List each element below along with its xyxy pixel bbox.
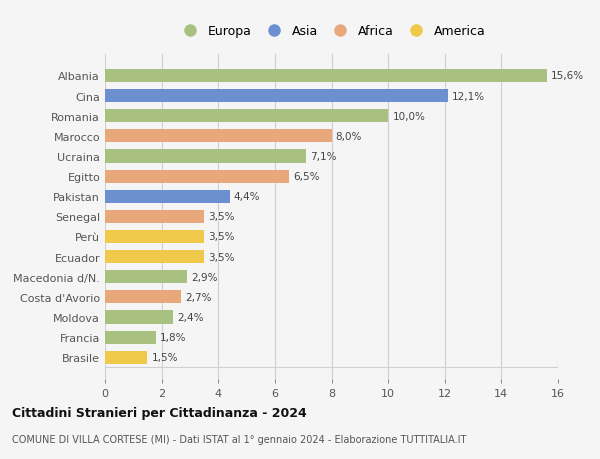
Legend: Europa, Asia, Africa, America: Europa, Asia, Africa, America [175, 22, 488, 40]
Text: 12,1%: 12,1% [452, 91, 485, 101]
Bar [105, 70, 547, 83]
Text: Cittadini Stranieri per Cittadinanza - 2024: Cittadini Stranieri per Cittadinanza - 2… [12, 406, 307, 419]
Bar [105, 331, 156, 344]
Text: 10,0%: 10,0% [392, 112, 425, 122]
Bar [105, 271, 187, 284]
Bar [105, 210, 204, 224]
Text: 6,5%: 6,5% [293, 172, 320, 182]
Bar [105, 170, 289, 183]
Text: 15,6%: 15,6% [551, 71, 584, 81]
Text: COMUNE DI VILLA CORTESE (MI) - Dati ISTAT al 1° gennaio 2024 - Elaborazione TUTT: COMUNE DI VILLA CORTESE (MI) - Dati ISTA… [12, 434, 466, 444]
Bar [105, 311, 173, 324]
Text: 2,4%: 2,4% [177, 312, 203, 322]
Text: 8,0%: 8,0% [336, 132, 362, 141]
Text: 4,4%: 4,4% [234, 192, 260, 202]
Bar [105, 130, 332, 143]
Text: 3,5%: 3,5% [208, 252, 235, 262]
Bar [105, 190, 230, 203]
Bar [105, 351, 148, 364]
Bar [105, 90, 448, 103]
Text: 1,8%: 1,8% [160, 332, 187, 342]
Text: 2,7%: 2,7% [185, 292, 212, 302]
Text: 3,5%: 3,5% [208, 232, 235, 242]
Text: 7,1%: 7,1% [310, 151, 337, 162]
Text: 1,5%: 1,5% [152, 353, 178, 363]
Bar [105, 150, 306, 163]
Text: 3,5%: 3,5% [208, 212, 235, 222]
Bar [105, 251, 204, 263]
Bar [105, 230, 204, 243]
Bar [105, 291, 181, 304]
Text: 2,9%: 2,9% [191, 272, 218, 282]
Bar [105, 110, 388, 123]
